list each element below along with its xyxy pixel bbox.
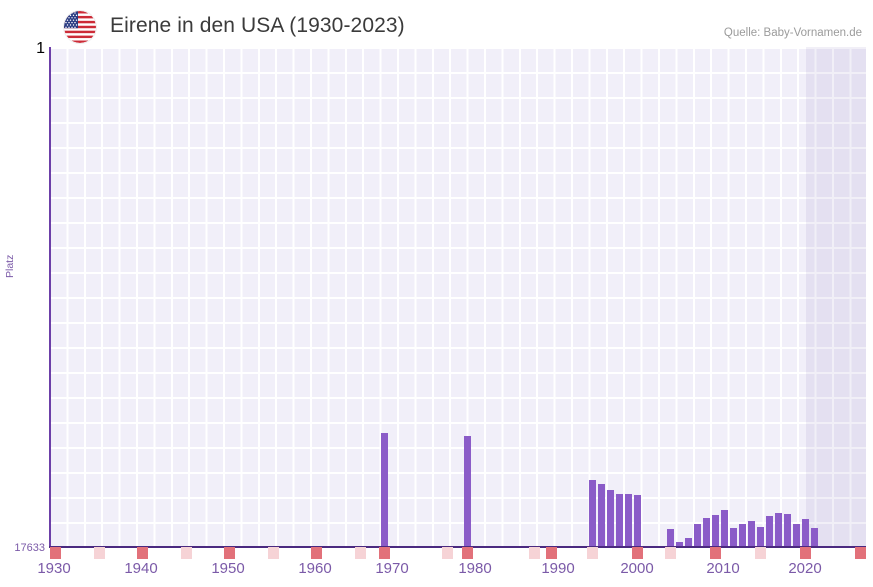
decade-marker-1970 <box>379 547 390 559</box>
decade-marker-2005 <box>665 547 676 559</box>
decade-marker-1945 <box>181 547 192 559</box>
bar-2013[interactable] <box>739 524 746 547</box>
bar-series <box>49 47 866 547</box>
bar-1997[interactable] <box>607 490 614 547</box>
bar-2010[interactable] <box>712 515 719 547</box>
decade-marker-1990 <box>546 547 557 559</box>
bar-1980[interactable] <box>464 436 471 547</box>
y-axis-top-label: 1 <box>36 40 45 57</box>
x-axis-tick-1970: 1970 <box>375 560 409 577</box>
bar-2019[interactable] <box>793 524 800 547</box>
decade-marker-1950 <box>224 547 235 559</box>
x-axis-tick-1980: 1980 <box>458 560 492 577</box>
decade-marker-1980 <box>462 547 473 559</box>
bar-2014[interactable] <box>748 521 755 547</box>
us-flag-icon <box>64 11 96 43</box>
y-axis-bottom-label: 17633 <box>14 542 45 554</box>
decade-marker-2020 <box>800 547 811 559</box>
bar-2007[interactable] <box>685 538 692 547</box>
decade-marker-2010 <box>710 547 721 559</box>
decade-marker-2000 <box>632 547 643 559</box>
x-axis-tick-labels: 1930 1940 1950 1960 1970 1980 1990 2000 2010 2020 <box>37 560 866 584</box>
bar-2006[interactable] <box>676 542 683 547</box>
x-axis-tick-2000: 2000 <box>620 560 654 577</box>
x-axis-tick-2020: 2020 <box>788 560 822 577</box>
x-axis-tick-2010: 2010 <box>706 560 740 577</box>
decade-marker-1940 <box>137 547 148 559</box>
bar-2016[interactable] <box>766 516 773 547</box>
x-axis-tick-1990: 1990 <box>541 560 575 577</box>
bar-1998[interactable] <box>616 494 623 547</box>
x-axis-decade-markers <box>49 547 866 559</box>
bar-2018[interactable] <box>784 514 791 547</box>
bar-2000[interactable] <box>634 495 641 547</box>
bar-1970[interactable] <box>381 433 388 547</box>
y-axis-line <box>49 47 51 547</box>
source-attribution: Quelle: Baby-Vornamen.de <box>723 27 862 39</box>
chart-plot-area <box>49 47 866 548</box>
bar-1999[interactable] <box>625 494 632 547</box>
bar-2009[interactable] <box>703 518 710 547</box>
decade-marker-1955 <box>268 547 279 559</box>
y-axis-top-tick: 1 <box>0 40 45 57</box>
page-title: Eirene in den USA (1930-2023) <box>110 14 405 37</box>
decade-marker-1935 <box>94 547 105 559</box>
bar-1995[interactable] <box>589 480 596 547</box>
y-axis-bottom-tick: 17633 <box>0 538 45 554</box>
x-axis-tick-1930: 1930 <box>37 560 71 577</box>
decade-marker-1975 <box>442 547 453 559</box>
decade-marker-1965 <box>355 547 366 559</box>
x-axis-tick-1950: 1950 <box>211 560 245 577</box>
chart-header: Eirene in den USA (1930-2023) Quelle: Ba… <box>0 0 873 47</box>
x-axis-line <box>49 546 866 548</box>
decade-marker-1930 <box>50 547 61 559</box>
decade-marker-1960 <box>311 547 322 559</box>
bar-1996[interactable] <box>598 484 605 547</box>
bar-2008[interactable] <box>694 524 701 547</box>
decade-marker-1995 <box>587 547 598 559</box>
bar-2012[interactable] <box>730 528 737 547</box>
decade-marker-1985 <box>529 547 540 559</box>
bar-2011[interactable] <box>721 510 728 547</box>
y-axis-title: Platz <box>4 254 16 278</box>
bar-2017[interactable] <box>775 513 782 547</box>
x-axis-tick-1960: 1960 <box>298 560 332 577</box>
x-axis-tick-1940: 1940 <box>124 560 158 577</box>
bar-2020[interactable] <box>802 519 809 547</box>
bar-2021[interactable] <box>811 528 818 547</box>
bar-2005[interactable] <box>667 529 674 547</box>
decade-marker-2015 <box>755 547 766 559</box>
bar-2015[interactable] <box>757 527 764 547</box>
decade-marker-2023 <box>855 547 866 559</box>
